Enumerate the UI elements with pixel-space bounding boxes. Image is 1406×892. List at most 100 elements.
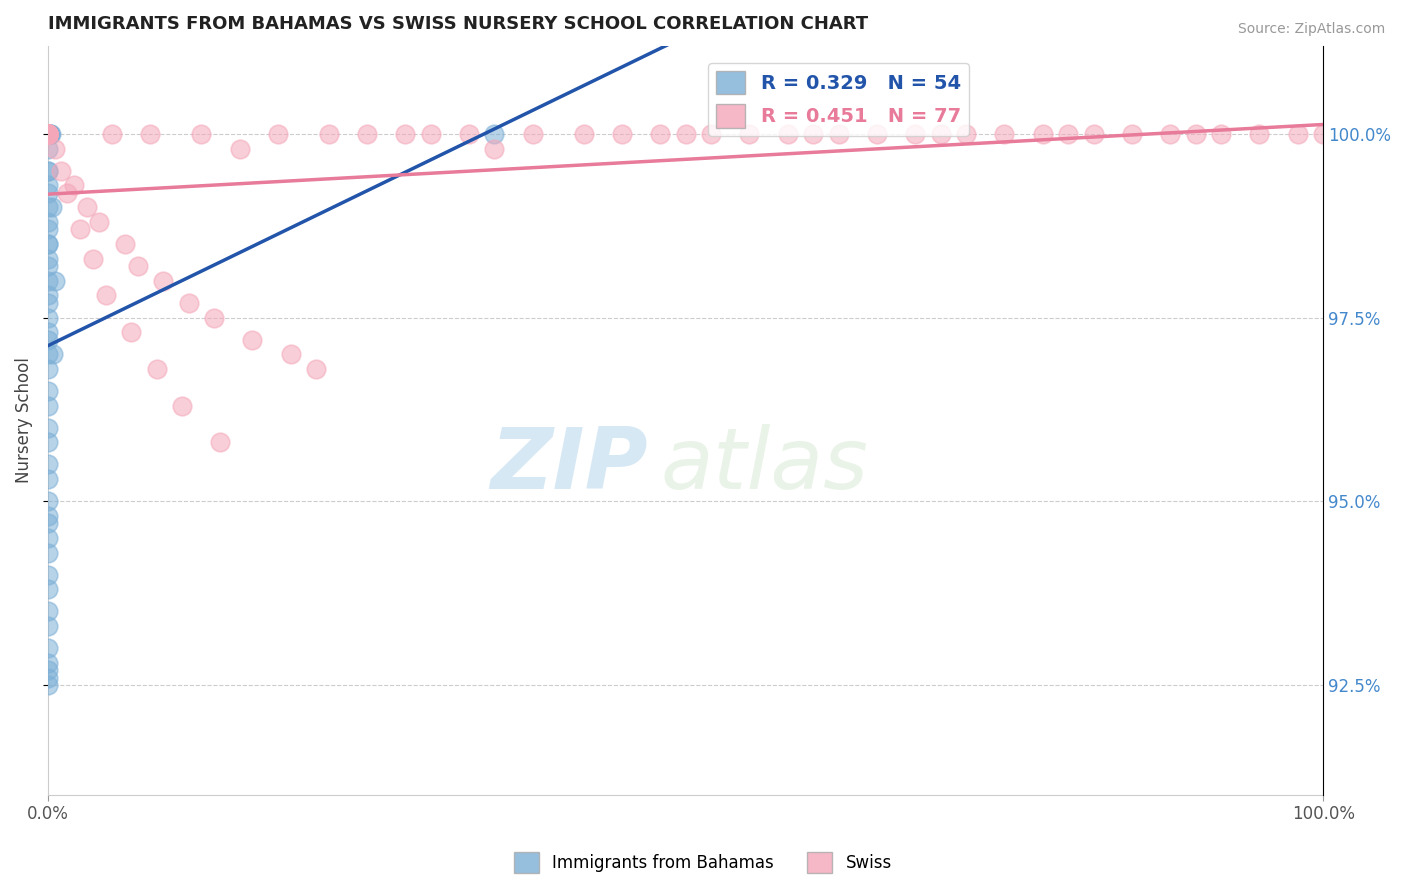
Point (522, 127, 544, 141)
Point (305, 362, 328, 376)
Legend: R = 0.329   N = 54, R = 0.451   N = 77: R = 0.329 N = 54, R = 0.451 N = 77 (709, 62, 969, 136)
Point (394, 127, 416, 141)
Point (37, 604, 59, 618)
Point (89, 215, 111, 229)
Point (37, 347, 59, 361)
Point (145, 362, 167, 376)
Point (127, 259, 149, 273)
Point (209, 435, 232, 450)
Point (37, 582, 59, 597)
Point (37, 333, 59, 347)
Point (37, 178, 59, 193)
Point (280, 347, 302, 361)
Point (1184, 127, 1206, 141)
Point (37, 127, 59, 141)
Point (37, 288, 59, 302)
Point (650, 127, 672, 141)
Point (37, 508, 59, 523)
Point (1057, 127, 1080, 141)
Point (37, 259, 59, 273)
Text: atlas: atlas (661, 424, 869, 507)
Point (94, 288, 117, 302)
Point (37, 494, 59, 508)
Point (56, 186, 79, 200)
Point (37, 127, 59, 141)
Point (37, 362, 59, 376)
Point (484, 127, 506, 141)
Point (1083, 127, 1105, 141)
Point (1159, 127, 1181, 141)
Point (139, 127, 162, 141)
Point (37, 127, 59, 141)
Point (37, 127, 59, 141)
Point (37, 127, 59, 141)
Point (37, 384, 59, 398)
Point (37, 186, 59, 200)
Point (69, 222, 91, 236)
Point (44, 274, 66, 288)
Point (37, 127, 59, 141)
Point (1032, 127, 1054, 141)
Point (76, 200, 98, 214)
Point (114, 237, 136, 252)
Point (37, 237, 59, 252)
Point (37, 222, 59, 236)
Point (37, 127, 59, 141)
Point (37, 127, 59, 141)
Point (37, 252, 59, 266)
Point (37, 215, 59, 229)
Point (37, 163, 59, 178)
Point (738, 127, 761, 141)
Point (776, 127, 799, 141)
Point (37, 127, 59, 141)
Y-axis label: Nursery School: Nursery School (15, 358, 32, 483)
Point (37, 127, 59, 141)
Point (37, 671, 59, 685)
Point (37, 663, 59, 677)
Point (610, 127, 633, 141)
Point (37, 127, 59, 141)
Point (700, 127, 723, 141)
Point (37, 420, 59, 434)
Point (37, 127, 59, 141)
Point (1312, 127, 1334, 141)
Point (37, 127, 59, 141)
Point (42, 347, 65, 361)
Point (37, 127, 59, 141)
Point (39, 127, 62, 141)
Point (1121, 127, 1143, 141)
Point (39, 127, 62, 141)
Legend: Immigrants from Bahamas, Swiss: Immigrants from Bahamas, Swiss (508, 846, 898, 880)
Point (318, 127, 340, 141)
Point (37, 127, 59, 141)
Point (955, 127, 977, 141)
Point (356, 127, 378, 141)
Point (37, 546, 59, 560)
Point (37, 274, 59, 288)
Point (993, 127, 1015, 141)
Text: Source: ZipAtlas.com: Source: ZipAtlas.com (1237, 22, 1385, 37)
Point (929, 127, 952, 141)
Point (37, 310, 59, 325)
Point (1286, 127, 1309, 141)
Point (240, 333, 263, 347)
Point (1211, 127, 1233, 141)
Point (37, 127, 59, 141)
Point (37, 678, 59, 692)
Point (37, 127, 59, 141)
Point (37, 127, 59, 141)
Point (37, 127, 59, 141)
Point (37, 472, 59, 486)
Point (37, 619, 59, 633)
Text: IMMIGRANTS FROM BAHAMAS VS SWISS NURSERY SCHOOL CORRELATION CHART: IMMIGRANTS FROM BAHAMAS VS SWISS NURSERY… (48, 15, 869, 33)
Point (62, 178, 84, 193)
Point (37, 567, 59, 582)
Point (904, 127, 927, 141)
Point (101, 127, 124, 141)
Point (267, 127, 290, 141)
Point (202, 310, 225, 325)
Point (458, 127, 481, 141)
Point (190, 127, 212, 141)
Point (37, 127, 59, 141)
Point (828, 127, 851, 141)
